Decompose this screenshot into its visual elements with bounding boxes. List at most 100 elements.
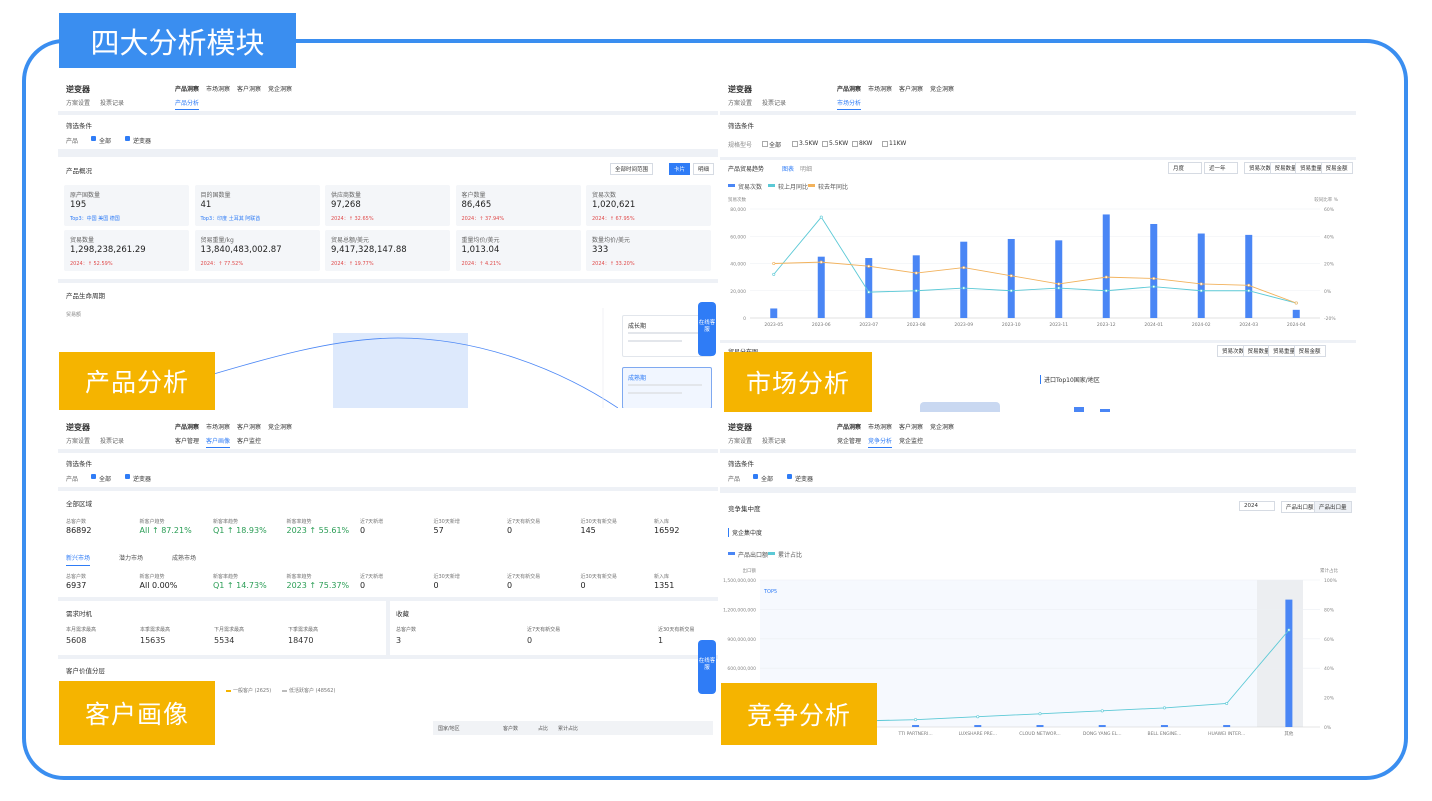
- metric-value: 9,417,328,147.88: [331, 245, 407, 255]
- metric-button[interactable]: 贸易重量: [1268, 345, 1301, 357]
- y2-tick-label: 0%: [1324, 725, 1332, 731]
- header-link[interactable]: 方案设置: [66, 100, 91, 107]
- sub-tab[interactable]: 产品分析: [175, 98, 200, 110]
- product-selector[interactable]: 逆变器: [728, 423, 752, 432]
- nav-tab[interactable]: 市场洞察: [206, 424, 231, 431]
- product-selector[interactable]: 逆变器: [66, 85, 90, 94]
- card: [58, 115, 718, 149]
- checkbox[interactable]: [882, 141, 888, 147]
- header-link[interactable]: 投票记录: [762, 100, 787, 107]
- sub-tab[interactable]: 竞争分析: [868, 436, 893, 448]
- nav-tab[interactable]: 产品洞察: [837, 424, 862, 431]
- online-service[interactable]: 在线客服: [698, 302, 716, 356]
- spec-option[interactable]: 8KW: [859, 140, 873, 147]
- metric-button[interactable]: 贸易数量: [1269, 162, 1302, 174]
- filter-option[interactable]: 全部: [761, 476, 774, 483]
- filter-option[interactable]: 全部: [99, 476, 112, 483]
- sub-tab[interactable]: 市场分析: [837, 98, 862, 110]
- nav-tab[interactable]: 竞企洞察: [930, 424, 955, 431]
- x-tick-label: CLOUD NETWOR...: [1019, 731, 1060, 737]
- spec-option[interactable]: 11KW: [889, 140, 907, 147]
- button[interactable]: 明细: [693, 163, 715, 175]
- metric-button[interactable]: 贸易金额: [1320, 162, 1353, 174]
- market-tab[interactable]: 潜力市场: [119, 555, 144, 562]
- line-point: [1152, 276, 1156, 280]
- legend-label: 较去年同比: [818, 184, 849, 191]
- filter-title: 筛选条件: [66, 122, 92, 130]
- nav-tab[interactable]: 产品洞察: [175, 424, 200, 431]
- checkbox[interactable]: [822, 141, 828, 147]
- filter-option[interactable]: 全部: [99, 138, 112, 145]
- metric-button[interactable]: 贸易金额: [1293, 345, 1326, 357]
- checkbox[interactable]: [792, 141, 798, 147]
- nav-tab[interactable]: 竞企洞察: [268, 86, 293, 93]
- spec-option[interactable]: 5.5KW: [829, 140, 849, 147]
- header-link[interactable]: 方案设置: [728, 100, 753, 107]
- legend-swatch: [808, 184, 815, 187]
- metric-label: 原产国数量: [70, 192, 101, 199]
- line-point: [1100, 709, 1104, 713]
- market-tab[interactable]: 新兴市场: [66, 553, 91, 566]
- checkbox[interactable]: [762, 141, 768, 147]
- market-tab[interactable]: 成熟市场: [172, 555, 197, 562]
- section-title: 收藏: [396, 610, 409, 618]
- legend-label: 低活跃客户 (48562): [289, 688, 336, 694]
- y-axis-title: 出口额: [743, 567, 757, 574]
- nav-tab[interactable]: 产品洞察: [837, 86, 862, 93]
- button[interactable]: 全部时间范围: [610, 163, 654, 175]
- header-link[interactable]: 方案设置: [66, 438, 91, 445]
- checkbox[interactable]: [91, 474, 96, 479]
- nav-tab[interactable]: 竞企洞察: [268, 424, 293, 431]
- sub-tab[interactable]: 客户画像: [206, 436, 231, 448]
- filter-option[interactable]: 逆变器: [795, 476, 814, 483]
- metric-note: Top3：中国 美国 德国: [70, 216, 120, 222]
- sub-tab[interactable]: 客户监控: [237, 438, 262, 445]
- nav-tab[interactable]: 产品洞察: [175, 86, 200, 93]
- spec-option[interactable]: 全部: [769, 142, 782, 149]
- select[interactable]: 近一年: [1204, 162, 1238, 174]
- product-selector[interactable]: 逆变器: [728, 85, 752, 94]
- metric-label: 新入库: [654, 519, 670, 525]
- sub-tab[interactable]: 客户管理: [175, 438, 200, 445]
- online-service[interactable]: 在线客服: [698, 640, 716, 694]
- y-tick-label: 20,000: [730, 289, 746, 295]
- nav-tab[interactable]: 市场洞察: [206, 86, 231, 93]
- product-selector[interactable]: 逆变器: [66, 423, 90, 432]
- nav-tab[interactable]: 市场洞察: [868, 86, 893, 93]
- filter-option[interactable]: 逆变器: [133, 476, 152, 483]
- header-link[interactable]: 投票记录: [762, 438, 787, 445]
- view-toggle[interactable]: 明细: [800, 166, 813, 173]
- nav-tab[interactable]: 客户洞察: [237, 86, 262, 93]
- select[interactable]: 月度: [1168, 162, 1202, 174]
- metric-label: 近7天新增: [360, 574, 384, 580]
- header-link[interactable]: 投票记录: [100, 438, 125, 445]
- sub-tab[interactable]: 竞企监控: [899, 438, 924, 445]
- nav-tab[interactable]: 市场洞察: [868, 424, 893, 431]
- checkbox[interactable]: [125, 474, 130, 479]
- metric-button[interactable]: 产品出口量: [1314, 501, 1352, 513]
- y-tick-label: 60,000: [730, 234, 746, 240]
- nav-tab[interactable]: 客户洞察: [899, 86, 924, 93]
- checkbox[interactable]: [125, 136, 130, 141]
- header-link[interactable]: 方案设置: [728, 438, 753, 445]
- view-toggle[interactable]: 图表: [782, 166, 795, 173]
- metric-label: 贸易次数: [592, 192, 617, 199]
- button[interactable]: 卡片: [669, 163, 691, 175]
- map-bar: [1074, 407, 1084, 412]
- year-select[interactable]: 2024: [1239, 501, 1275, 511]
- nav-tab[interactable]: 竞企洞察: [930, 86, 955, 93]
- table-header-bg: [433, 721, 713, 735]
- spec-option[interactable]: 3.5KW: [799, 140, 819, 147]
- sub-tab[interactable]: 竞企管理: [837, 438, 862, 445]
- bar: [1036, 725, 1044, 727]
- checkbox[interactable]: [91, 136, 96, 141]
- checkbox[interactable]: [787, 474, 792, 479]
- nav-tab[interactable]: 客户洞察: [237, 424, 262, 431]
- nav-tab[interactable]: 客户洞察: [899, 424, 924, 431]
- checkbox[interactable]: [753, 474, 758, 479]
- filter-option[interactable]: 逆变器: [133, 138, 152, 145]
- header-link[interactable]: 投票记录: [100, 100, 125, 107]
- bar: [1007, 238, 1015, 318]
- map-shape: [920, 402, 1000, 412]
- checkbox[interactable]: [852, 141, 858, 147]
